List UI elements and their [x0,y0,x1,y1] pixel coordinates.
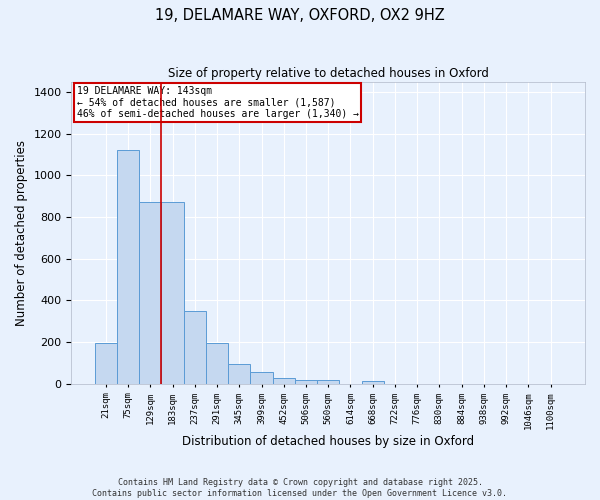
Title: Size of property relative to detached houses in Oxford: Size of property relative to detached ho… [168,68,488,80]
Bar [317,380,340,384]
Bar [139,202,161,384]
Bar [184,311,206,384]
Text: 19, DELAMARE WAY, OXFORD, OX2 9HZ: 19, DELAMARE WAY, OXFORD, OX2 9HZ [155,8,445,22]
Y-axis label: Number of detached properties: Number of detached properties [15,140,28,326]
Bar [250,372,272,384]
Bar [295,380,317,384]
Text: Contains HM Land Registry data © Crown copyright and database right 2025.
Contai: Contains HM Land Registry data © Crown c… [92,478,508,498]
Bar [206,343,228,384]
Bar [95,343,117,384]
Bar [161,202,184,384]
Text: 19 DELAMARE WAY: 143sqm
← 54% of detached houses are smaller (1,587)
46% of semi: 19 DELAMARE WAY: 143sqm ← 54% of detache… [77,86,359,120]
Bar [272,378,295,384]
Bar [117,150,139,384]
Bar [362,381,384,384]
X-axis label: Distribution of detached houses by size in Oxford: Distribution of detached houses by size … [182,434,474,448]
Bar [228,364,250,384]
